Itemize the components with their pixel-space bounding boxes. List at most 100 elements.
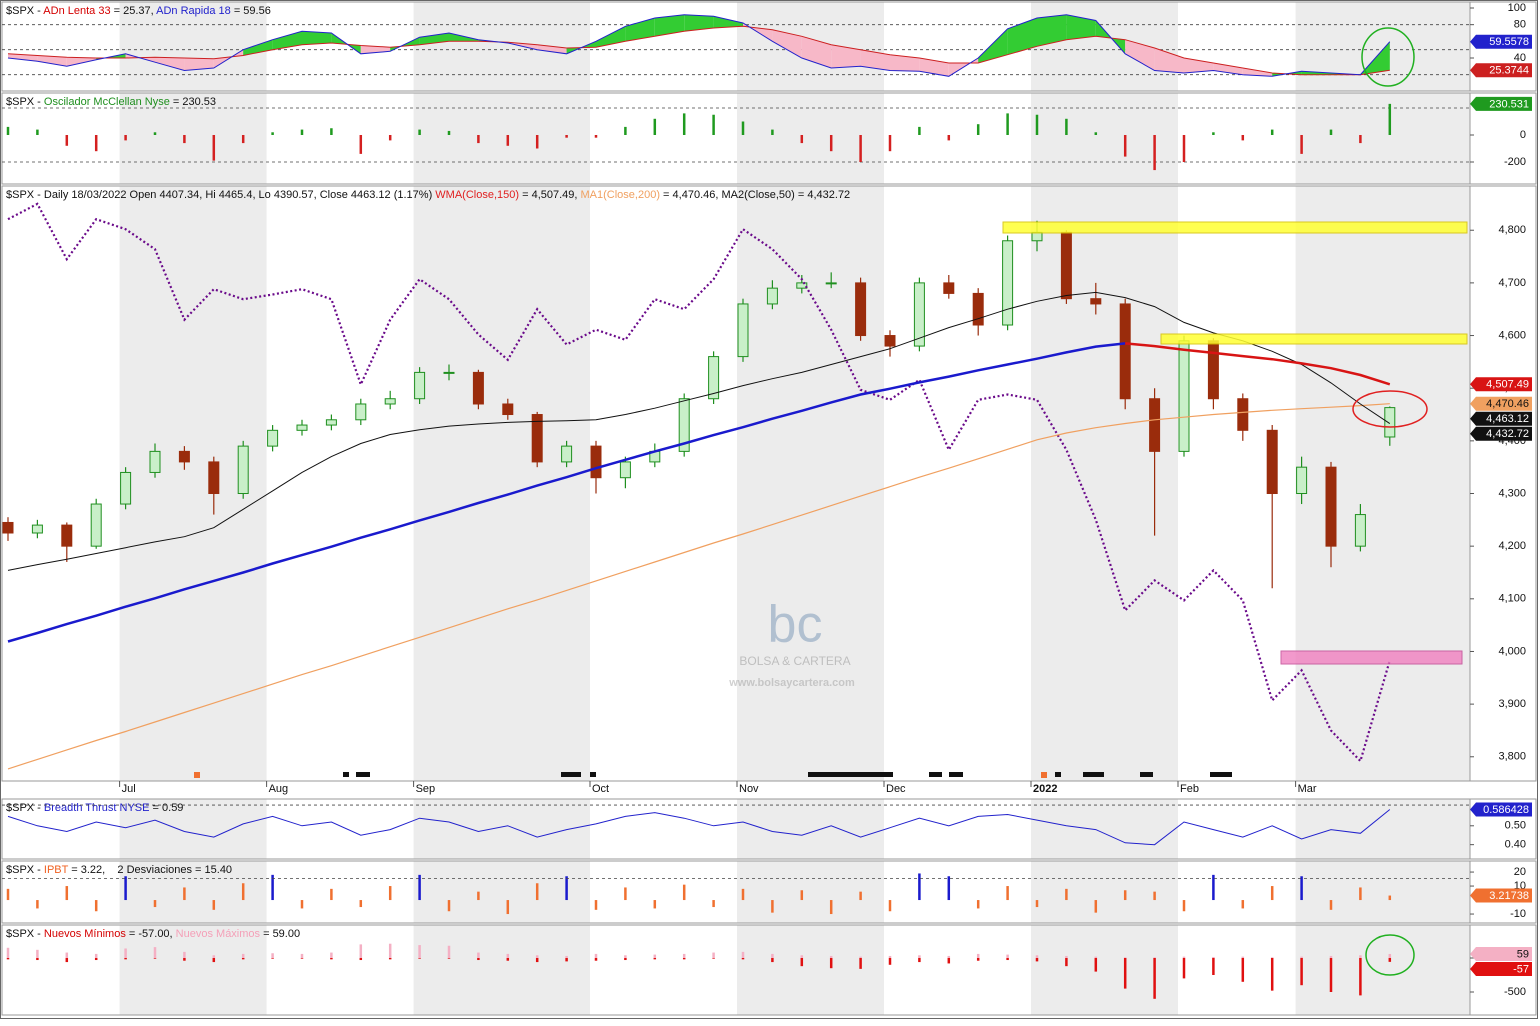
candle-body xyxy=(678,398,690,452)
y-tick-label: 40 xyxy=(1514,52,1526,64)
signal xyxy=(1055,772,1061,777)
month-band xyxy=(413,799,590,859)
candle-body xyxy=(149,450,161,473)
candle-body xyxy=(208,461,220,495)
y-tick-label: 0.40 xyxy=(1505,839,1526,851)
candle-body xyxy=(1090,298,1102,305)
candle-body xyxy=(237,445,249,495)
overlay-line xyxy=(7,202,1391,764)
candle-body xyxy=(796,282,808,289)
candle-body xyxy=(855,282,867,337)
overlay-line xyxy=(1125,342,1391,386)
panel-frame xyxy=(1,860,1537,924)
candle-body xyxy=(472,371,484,405)
month-band xyxy=(737,925,884,1015)
candle-body xyxy=(1325,466,1337,547)
overlay-line xyxy=(7,291,1391,571)
month-band xyxy=(1031,799,1178,859)
candle-body xyxy=(502,403,514,416)
highlight-circle xyxy=(1361,27,1415,87)
value-box-label: 4,470.46 xyxy=(1486,398,1529,410)
candle-body xyxy=(943,282,955,294)
title-part: $SPX - Daily 18/03/2022 Open 4407.34, Hi… xyxy=(6,189,435,201)
title-part: = 4,507.49, xyxy=(519,189,580,201)
title-part: = 25.37, xyxy=(111,5,157,17)
band-fill xyxy=(978,28,1008,63)
band-fill xyxy=(1184,58,1214,73)
y-tick-label: 100 xyxy=(1508,2,1526,14)
x-tick-label: Oct xyxy=(592,783,609,795)
band-fill xyxy=(596,26,626,48)
candle-body xyxy=(443,371,455,374)
overlay-line xyxy=(7,403,1390,770)
month-band xyxy=(737,186,884,781)
band-fill xyxy=(96,53,126,60)
y-tick-label: 3,900 xyxy=(1498,698,1526,710)
candle-body xyxy=(355,403,367,421)
band-fill xyxy=(37,55,67,67)
watermark: bc BOLSA & CARTERA www.bolsaycartera.com xyxy=(728,596,855,689)
value-box xyxy=(1470,946,1532,961)
signal xyxy=(356,772,370,777)
x-tick-label: Mar xyxy=(1298,783,1317,795)
title-part: = 0.59 xyxy=(149,802,183,814)
y-tick-label: -10 xyxy=(1510,908,1526,920)
candle-body xyxy=(1031,231,1043,242)
candle-body xyxy=(1384,407,1396,438)
x-tick-label: Sep xyxy=(416,783,436,795)
month-band xyxy=(1295,861,1470,923)
panel-title: $SPX - ADn Lenta 33 = 25.37, ADn Rapida … xyxy=(6,5,271,17)
y-tick-label: 4,000 xyxy=(1498,645,1526,657)
value-box-label: -57 xyxy=(1513,963,1529,975)
signal xyxy=(590,772,596,777)
panel-frame xyxy=(1,1,1537,92)
title-part: $SPX - xyxy=(6,802,44,814)
value-box xyxy=(1470,96,1532,111)
y-tick-label: 4,700 xyxy=(1498,277,1526,289)
annotations xyxy=(194,27,1468,976)
title-part: Oscilador McClellan Nyse xyxy=(44,96,170,108)
month-band xyxy=(1031,186,1178,781)
title-part: = 230.53 xyxy=(170,96,216,108)
band-fill xyxy=(1007,18,1037,55)
month-band xyxy=(1295,2,1470,91)
month-band xyxy=(737,861,884,923)
value-box-label: 4,463.12 xyxy=(1486,413,1529,425)
month-band xyxy=(1031,2,1178,91)
candle-body xyxy=(120,471,132,505)
title-part: $SPX - xyxy=(6,96,44,108)
y-tick-label: 4,300 xyxy=(1498,487,1526,499)
value-box xyxy=(1470,426,1532,441)
title-part: ADn Rapida 18 xyxy=(156,5,231,17)
x-tick-label: Feb xyxy=(1180,783,1199,795)
value-box-label: 4,432.72 xyxy=(1486,428,1529,440)
candle-body xyxy=(2,521,14,534)
candle-body xyxy=(1178,340,1190,452)
y-tick-label: 4,100 xyxy=(1498,593,1526,605)
month-band xyxy=(737,799,884,859)
signal xyxy=(1140,772,1153,777)
candle-body xyxy=(619,461,631,479)
signal xyxy=(1041,772,1047,778)
title-part: = 3.22, 2 Desviaciones = 15.40 xyxy=(68,864,232,876)
value-box xyxy=(1470,396,1532,411)
candle-body xyxy=(61,524,73,547)
month-band xyxy=(1295,925,1470,1015)
candle-body xyxy=(825,282,837,285)
signal xyxy=(808,772,893,777)
highlight-circle xyxy=(1365,934,1415,976)
title-part: Nuevos Mínimos xyxy=(44,928,126,940)
panel-title: $SPX - Oscilador McClellan Nyse = 230.53 xyxy=(6,96,216,108)
month-band xyxy=(413,861,590,923)
band-fill xyxy=(155,57,185,71)
candle-body xyxy=(1060,231,1072,300)
candle-body xyxy=(531,414,543,463)
value-box xyxy=(1470,411,1532,426)
candle-body xyxy=(1119,303,1131,400)
watermark-url: www.bolsaycartera.com xyxy=(728,677,855,689)
candle-body xyxy=(325,419,337,426)
panel-frame xyxy=(1,798,1537,860)
candle-body xyxy=(267,429,279,447)
y-tick-label: 4,600 xyxy=(1498,329,1526,341)
